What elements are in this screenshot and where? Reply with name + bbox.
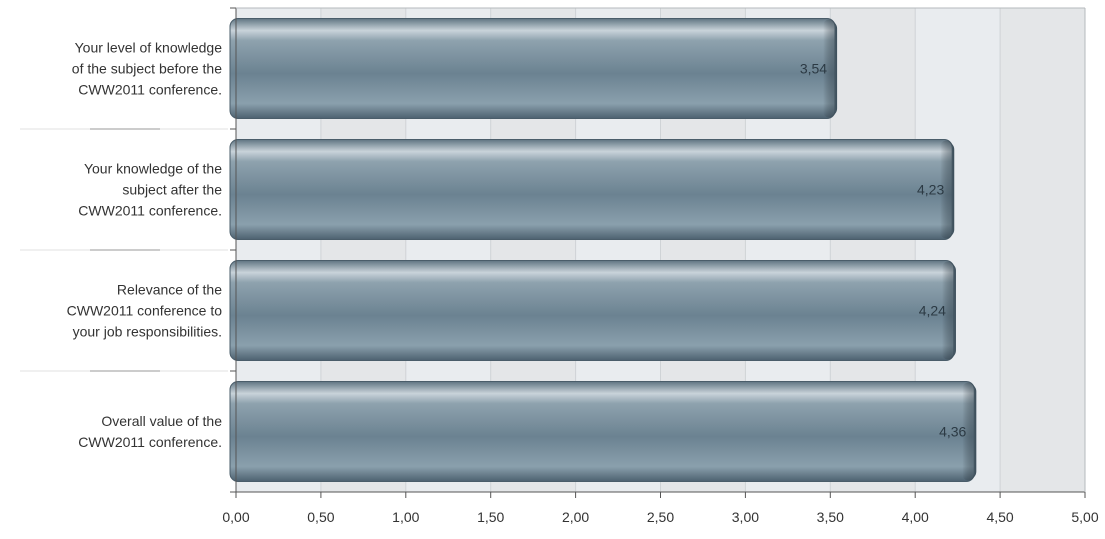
bar-end-cap [823,19,836,118]
bar-group: 4,23 [229,139,955,240]
bar-end-cap [941,261,954,360]
category-labels: Your level of knowledge of the subject be… [20,40,228,450]
x-tick-label: 1,00 [392,509,419,525]
category-label-line: your job responsibilities. [73,324,222,340]
category-label: Your level of knowledge of the subject be… [72,40,222,98]
bar-group: 4,36 [229,381,977,482]
category-label-line: subject after the [122,182,222,198]
bar-value-label: 4,36 [939,424,966,440]
bar-end-cap [962,382,975,481]
axes [230,7,1086,498]
category-label-line: CWW2011 conference. [78,203,222,219]
bar [229,260,955,361]
bar-value-label: 4,24 [919,303,946,319]
x-tick-label: 3,00 [732,509,759,525]
grid-band [1000,8,1085,492]
category-label: Your knowledge of the subject after the CW… [78,161,222,219]
bar [229,18,836,119]
category-label-line: Overall value of the [101,413,222,429]
x-tick-label: 0,00 [222,509,249,525]
bar-value-label: 3,54 [800,61,827,77]
category-label-line: CWW2011 conference to [67,303,223,319]
category-label-line: CWW2011 conference. [78,434,222,450]
x-tick-label: 3,50 [817,509,844,525]
bars: 3,54 4,23 4,24 4,36 [229,18,977,482]
category-label-line: CWW2011 conference. [78,82,222,98]
bar-value-label: 4,23 [917,182,944,198]
x-tick-label: 5,00 [1071,509,1098,525]
category-label-line: Relevance of the [117,282,222,298]
bar-group: 3,54 [229,18,838,119]
x-tick-label: 1,50 [477,509,504,525]
x-tick-label: 4,00 [902,509,929,525]
bar [229,139,953,240]
category-label: Overall value of the CWW2011 conference. [78,413,222,450]
category-label: Relevance of the CWW2011 conference to you… [67,282,223,340]
bar-group: 4,24 [229,260,956,361]
x-tick-label: 0,50 [307,509,334,525]
bar [229,381,975,482]
category-label-line: Your knowledge of the [84,161,222,177]
bar-end-cap [940,140,953,239]
category-label-line: Your level of knowledge [75,40,223,56]
x-tick-labels: 0,00 0,50 1,00 1,50 2,00 2,50 3,00 3,50 4,00 4,50… [222,509,1098,525]
x-tick-label: 4,50 [986,509,1013,525]
category-label-line: of the subject before the [72,61,222,77]
x-tick-label: 2,00 [562,509,589,525]
x-tick-label: 2,50 [647,509,674,525]
